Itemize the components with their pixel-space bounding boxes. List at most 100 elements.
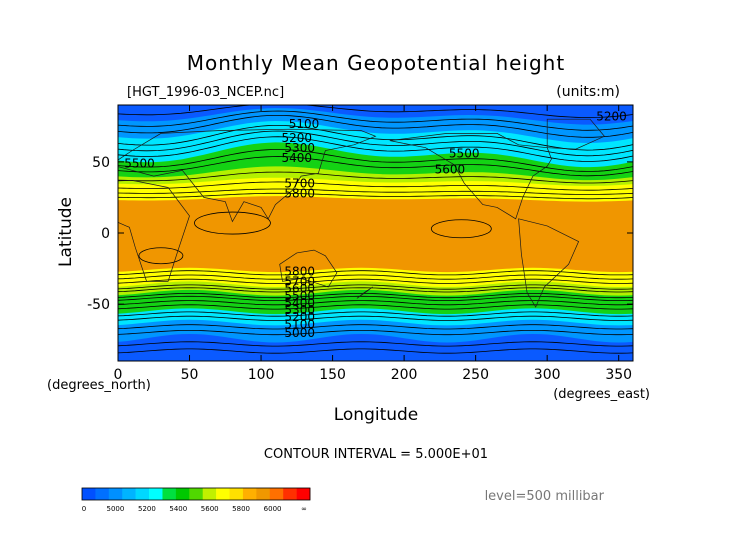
contour-label-14: 5400: [284, 296, 315, 310]
contour-north-4: [118, 130, 633, 157]
coastlines: [118, 118, 605, 308]
x-tick-label-1: 50: [181, 367, 199, 383]
colorbar-frame: [81, 487, 311, 501]
x-axis-title: Longitude: [334, 405, 419, 425]
contour-label-12: 5600: [284, 282, 315, 296]
colorbar-swatch-1: [95, 488, 110, 500]
contour-south-8: [118, 304, 633, 310]
x-tick-label-6: 300: [534, 367, 561, 383]
colorbar-swatch-13: [256, 488, 271, 500]
contour-label-1: 5200: [282, 131, 313, 145]
contour-south-0: [118, 270, 633, 276]
y-tick-label-1: 0: [101, 226, 110, 242]
x-axis-ticks: 0 50 100 150 200 250 300 350: [114, 105, 632, 383]
contour-label-0: 5100: [289, 117, 320, 131]
colorbar-swatch-3: [122, 488, 136, 500]
colorbar-swatch-10: [216, 488, 230, 500]
coastline-5: [546, 118, 605, 150]
y-units-label: (degrees_north): [47, 378, 151, 393]
y-tick-label-0: 50: [92, 155, 110, 171]
contour-south-7: [118, 300, 633, 306]
y-tick-label-2: -50: [87, 297, 110, 313]
level-text: level=500 millibar: [485, 489, 605, 504]
color-bands: [118, 105, 633, 361]
contour-tropical-0: [194, 211, 271, 235]
colorbar-swatch-14: [269, 488, 284, 500]
contour-label-2: 5300: [284, 141, 315, 155]
colorbar-swatch-8: [189, 488, 203, 500]
colorbar-label-0: 0: [82, 505, 86, 513]
contour-south-13: [118, 341, 633, 347]
coastline-2: [279, 249, 338, 288]
contour-south-14: [118, 348, 633, 354]
colorbar-swatch-2: [108, 488, 123, 500]
coastline-1: [118, 128, 377, 223]
contour-south-1: [118, 274, 633, 280]
colorbar-swatch-6: [162, 488, 177, 500]
contour-south-2: [118, 278, 633, 284]
contour-interval-text: CONTOUR INTERVAL = 5.000E+01: [264, 447, 488, 462]
contour-label-9: 5800: [284, 186, 315, 200]
contour-label-15: 5300: [284, 303, 315, 317]
contour-north-8: [118, 171, 633, 184]
contour-south-3: [118, 284, 633, 290]
colorbar-label-4: 5600: [201, 505, 219, 513]
contour-label-3: 5400: [282, 151, 313, 165]
contour-label-4: 5500: [124, 157, 155, 171]
contour-north-11: [118, 192, 633, 200]
contour-south-4: [118, 287, 633, 293]
contour-label-6: 5600: [435, 162, 466, 176]
contour-label-5: 5500: [449, 147, 480, 161]
contour-label-8: 5700: [284, 177, 315, 191]
contour-label-7: 5200: [596, 110, 627, 124]
x-tick-label-2: 100: [248, 367, 275, 383]
colorbar-swatch-9: [202, 488, 217, 500]
x-tick-label-7: 350: [605, 367, 632, 383]
colorbar-label-1: 5000: [106, 505, 124, 513]
colorbar-swatch-5: [149, 488, 163, 500]
colorbar-label-6: 6000: [264, 505, 282, 513]
contour-south-10: [118, 315, 633, 321]
contour-north-7: [118, 156, 633, 177]
colorbar-swatch-16: [296, 488, 311, 500]
colorbar-label-5: 5800: [232, 505, 250, 513]
contour-tropical-2: [430, 219, 492, 239]
x-tick-label-5: 250: [462, 367, 489, 383]
contour-north-10: [118, 188, 633, 195]
units-label: (units:m): [556, 84, 620, 100]
contour-labels: 5100520053005400550055005600520057005800…: [124, 110, 627, 340]
colorbar-swatch-7: [175, 488, 190, 500]
x-tick-label-3: 150: [319, 367, 346, 383]
file-label: [HGT_1996-03_NCEP.nc]: [127, 85, 284, 100]
colorbar-swatch-11: [229, 488, 244, 500]
coastline-3: [389, 133, 552, 220]
contour-south-9: [118, 311, 633, 317]
contour-label-16: 5200: [284, 310, 315, 324]
contour-south-12: [118, 330, 633, 336]
colorbar-label-2: 5200: [138, 505, 156, 513]
contour-north-0: [118, 105, 633, 119]
colorbar: 0 5000 5200 5400 5600 5800 6000 ∞: [81, 487, 311, 513]
y-axis-title: Latitude: [56, 197, 76, 267]
x-units-label: (degrees_east): [553, 387, 650, 402]
colorbar-swatch-12: [242, 488, 257, 500]
contour-south-5: [118, 293, 633, 299]
contour-north-9: [118, 181, 633, 191]
contour-label-18: 5000: [284, 326, 315, 340]
colorbar-swatch-15: [283, 488, 297, 500]
coastline-6: [356, 286, 373, 299]
contour-label-17: 5100: [284, 317, 315, 331]
contour-label-13: 5500: [284, 289, 315, 303]
x-tick-label-0: 0: [114, 367, 123, 383]
band-south-5: [118, 334, 633, 361]
contour-south-6: [118, 295, 633, 301]
contour-north-5: [118, 136, 633, 162]
chart-title: Monthly Mean Geopotential height: [187, 51, 565, 75]
colorbar-label-3: 5400: [169, 505, 187, 513]
contour-lines: [118, 105, 633, 354]
y-axis-ticks: 50 0 -50: [87, 155, 633, 313]
colorbar-label-7: ∞: [301, 505, 307, 513]
contour-label-11: 5700: [284, 275, 315, 289]
